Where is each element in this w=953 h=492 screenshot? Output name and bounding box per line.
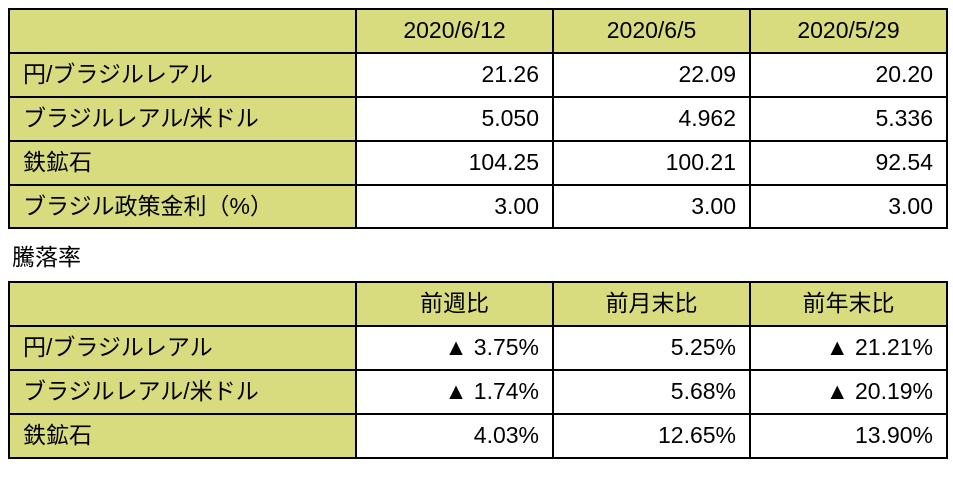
cell-value: 13.90% [749,413,948,460]
column-header-date-3: 2020/5/29 [749,8,948,54]
table-row: ブラジル政策金利（%） 3.00 3.00 3.00 [8,183,948,230]
cell-value: 5.336 [749,95,948,142]
cell-value: 5.68% [552,369,751,416]
change-table-header-row: 前週比 前月末比 前年末比 [8,281,948,328]
row-label-iron-ore: 鉄鉱石 [8,413,357,460]
cell-value: 12.65% [552,413,751,460]
cell-value: 3.00 [552,183,751,230]
row-label-iron-ore: 鉄鉱石 [8,139,357,186]
table-row: 鉄鉱石 4.03% 12.65% 13.90% [8,413,948,460]
table-row: 円/ブラジルレアル ▲ 3.75% 5.25% ▲ 21.21% [8,325,948,372]
price-table-header-row: 2020/6/12 2020/6/5 2020/5/29 [8,8,948,54]
row-label-jpy-brl: 円/ブラジルレアル [8,325,357,372]
corner-cell [8,8,357,54]
cell-value: ▲ 21.21% [749,325,948,372]
cell-value: 3.00 [355,183,554,230]
table-row: 円/ブラジルレアル 21.26 22.09 20.20 [8,51,948,98]
cell-value: ▲ 20.19% [749,369,948,416]
row-label-brl-usd: ブラジルレアル/米ドル [8,95,357,142]
cell-value: 3.00 [749,183,948,230]
cell-value: 4.962 [552,95,751,142]
cell-value: 104.25 [355,139,554,186]
cell-value: ▲ 3.75% [355,325,554,372]
table-row: 鉄鉱石 104.25 100.21 92.54 [8,139,948,186]
cell-value: 22.09 [552,51,751,98]
change-table: 前週比 前月末比 前年末比 円/ブラジルレアル ▲ 3.75% 5.25% ▲ … [8,281,948,460]
column-header-ytd: 前年末比 [749,281,948,328]
cell-value: 5.25% [552,325,751,372]
row-label-brl-usd: ブラジルレアル/米ドル [8,369,357,416]
table-row: ブラジルレアル/米ドル 5.050 4.962 5.336 [8,95,948,142]
price-table: 2020/6/12 2020/6/5 2020/5/29 円/ブラジルレアル 2… [8,8,948,230]
cell-value: 4.03% [355,413,554,460]
section-label-rate-of-change: 騰落率 [12,244,81,271]
table-row: ブラジルレアル/米ドル ▲ 1.74% 5.68% ▲ 20.19% [8,369,948,416]
cell-value: 100.21 [552,139,751,186]
corner-cell [8,281,357,328]
row-label-jpy-brl: 円/ブラジルレアル [8,51,357,98]
column-header-wow: 前週比 [355,281,554,328]
column-header-date-2: 2020/6/5 [552,8,751,54]
column-header-mom: 前月末比 [552,281,751,328]
cell-value: ▲ 1.74% [355,369,554,416]
cell-value: 5.050 [355,95,554,142]
cell-value: 20.20 [749,51,948,98]
column-header-date-1: 2020/6/12 [355,8,554,54]
row-label-policy-rate: ブラジル政策金利（%） [8,183,357,230]
cell-value: 21.26 [355,51,554,98]
cell-value: 92.54 [749,139,948,186]
